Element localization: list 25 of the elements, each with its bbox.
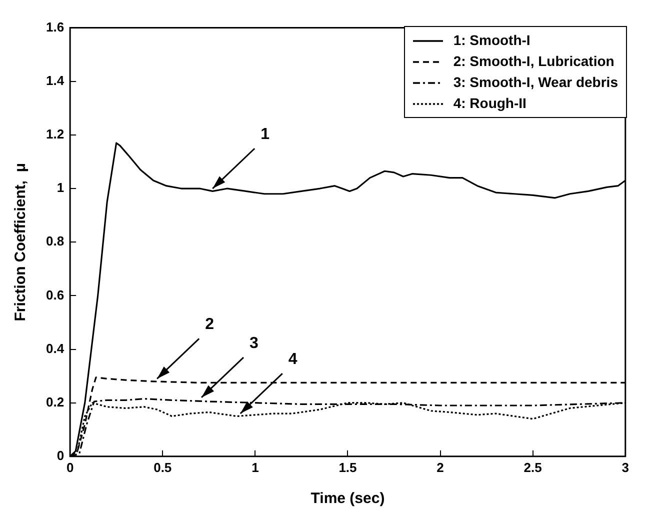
x-tick-label: 2.5: [524, 460, 542, 475]
annotation: 2: [205, 316, 214, 334]
y-tick-label: 1: [56, 180, 64, 196]
annotation: 3: [249, 334, 258, 352]
legend-label: 2: Smooth-I, Lubrication: [453, 52, 614, 71]
y-tick-label: 1.2: [46, 126, 64, 142]
y-tick-label: 0.2: [46, 394, 64, 410]
x-tick-label: 2: [436, 460, 444, 475]
legend-label: 4: Rough-II: [453, 94, 526, 113]
y-tick-label: 1.4: [46, 72, 65, 88]
y-tick-label: 0.6: [46, 287, 64, 302]
y-axis-title: Friction Coefficient, μ: [12, 162, 30, 322]
legend-label: 3: Smooth-I, Wear debris: [453, 73, 618, 92]
y-tick-label: 1.6: [46, 19, 64, 34]
x-tick-label: 0.5: [154, 460, 172, 475]
y-tick-label: 0.4: [46, 340, 65, 356]
x-tick-label: 3: [622, 460, 629, 475]
legend-label: 1: Smooth-I: [453, 31, 530, 50]
annotation: 4: [288, 350, 298, 368]
annotation: 1: [260, 126, 270, 143]
y-tick-label: 0.8: [46, 234, 64, 249]
x-axis-title: Time (sec): [310, 490, 385, 508]
x-tick-label: 1.5: [338, 460, 357, 475]
y-tick-label: 0: [56, 448, 64, 463]
x-tick-label: 1: [252, 460, 259, 475]
